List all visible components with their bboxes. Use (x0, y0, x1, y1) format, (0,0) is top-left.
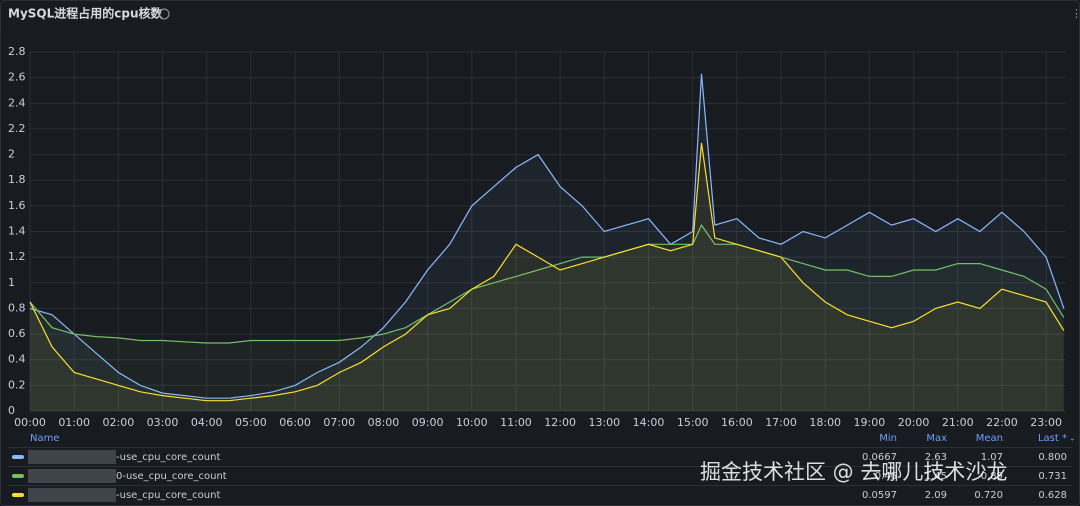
y-tick-label: 2.4 (8, 96, 26, 109)
series-area (30, 73, 1064, 412)
y-tick-label: 1 (8, 276, 15, 289)
x-tick-label: 12:00 (544, 416, 576, 429)
panel-title: MySQL进程占用的cpu核数 (8, 6, 164, 21)
y-tick-label: 1.6 (8, 199, 26, 212)
x-tick-label: 05:00 (235, 416, 267, 429)
y-tick-label: 2.2 (8, 122, 26, 135)
x-tick-label: 15:00 (677, 416, 709, 429)
legend-stat: 0.731 (1038, 471, 1067, 482)
x-tick-label: 03:00 (147, 416, 179, 429)
legend-stat: 0.0597 (862, 490, 897, 501)
x-tick-label: 08:00 (368, 416, 400, 429)
legend-stat: 0.46 (875, 471, 897, 482)
series-line (29, 223, 1065, 344)
y-tick-label: 0.2 (8, 378, 26, 391)
legend-stat: 0.800 (1038, 452, 1067, 463)
legend-header: Mean (976, 433, 1003, 444)
x-tick-label: 13:00 (588, 416, 620, 429)
sort-chevron: ⌄ (1069, 434, 1076, 443)
x-tick-label: 21:00 (942, 416, 974, 429)
series-area (30, 143, 1064, 411)
y-tick-label: 1.4 (8, 225, 26, 238)
info-icon[interactable] (158, 8, 170, 20)
y-tick-label: 1.2 (8, 250, 26, 263)
legend-stat: 1.45 (925, 471, 947, 482)
series-line (29, 73, 1065, 399)
series-line (29, 142, 1065, 402)
x-tick-label: 01:00 (58, 416, 90, 429)
legend-stat: 1.07 (981, 452, 1003, 463)
legend-header: Max (926, 433, 947, 444)
x-tick-label: 06:00 (279, 416, 311, 429)
y-tick-label: 0 (8, 404, 15, 417)
legend-name: -use_cpu_core_count (116, 452, 220, 463)
legend-swatch (12, 474, 24, 478)
x-tick-label: 20:00 (898, 416, 930, 429)
legend-header: Min (879, 433, 897, 444)
x-tick-label: 00:00 (14, 416, 46, 429)
x-tick-label: 02:00 (103, 416, 135, 429)
series-area (30, 225, 1064, 411)
legend-name: -use_cpu_core_count (116, 490, 220, 501)
x-tick-label: 17:00 (765, 416, 797, 429)
legend-stat: 2.63 (925, 452, 947, 463)
y-tick-label: 0.6 (8, 327, 26, 340)
redacted-name (28, 488, 116, 502)
legend-stat: 0.628 (1038, 490, 1067, 501)
legend-swatch (12, 493, 24, 497)
legend-stat: 0.0667 (862, 452, 897, 463)
x-tick-label: 22:00 (986, 416, 1018, 429)
x-tick-label: 09:00 (412, 416, 444, 429)
x-tick-label: 14:00 (633, 416, 665, 429)
watermark: 掘金技术社区 @ 去哪儿技术沙龙 (700, 460, 1007, 484)
y-tick-label: 0.8 (8, 301, 26, 314)
y-tick-label: 1.8 (8, 173, 26, 186)
x-tick-label: 10:00 (456, 416, 488, 429)
x-tick-label: 04:00 (191, 416, 223, 429)
y-tick-label: 2.8 (8, 45, 26, 58)
y-tick-label: 2 (8, 148, 15, 161)
y-tick-label: 2.6 (8, 71, 26, 84)
legend-header: Last * (1038, 433, 1067, 444)
x-tick-label: 16:00 (721, 416, 753, 429)
y-tick-label: 0.4 (8, 353, 26, 366)
x-tick-label: 11:00 (500, 416, 532, 429)
redacted-name (28, 450, 116, 464)
x-tick-label: 07:00 (323, 416, 355, 429)
x-tick-label: 18:00 (809, 416, 841, 429)
menu-icon[interactable]: ⋮ (1071, 7, 1080, 20)
legend-header: Name (30, 433, 60, 444)
legend-stat: 2.09 (925, 490, 947, 501)
legend-name: 0-use_cpu_core_count (116, 471, 227, 482)
legend-stat: 0.89 (981, 471, 1003, 482)
x-tick-label: 23:00 (1030, 416, 1062, 429)
legend-stat: 0.720 (974, 490, 1003, 501)
legend-swatch (12, 455, 24, 459)
redacted-name (28, 469, 116, 483)
x-tick-label: 19:00 (854, 416, 886, 429)
